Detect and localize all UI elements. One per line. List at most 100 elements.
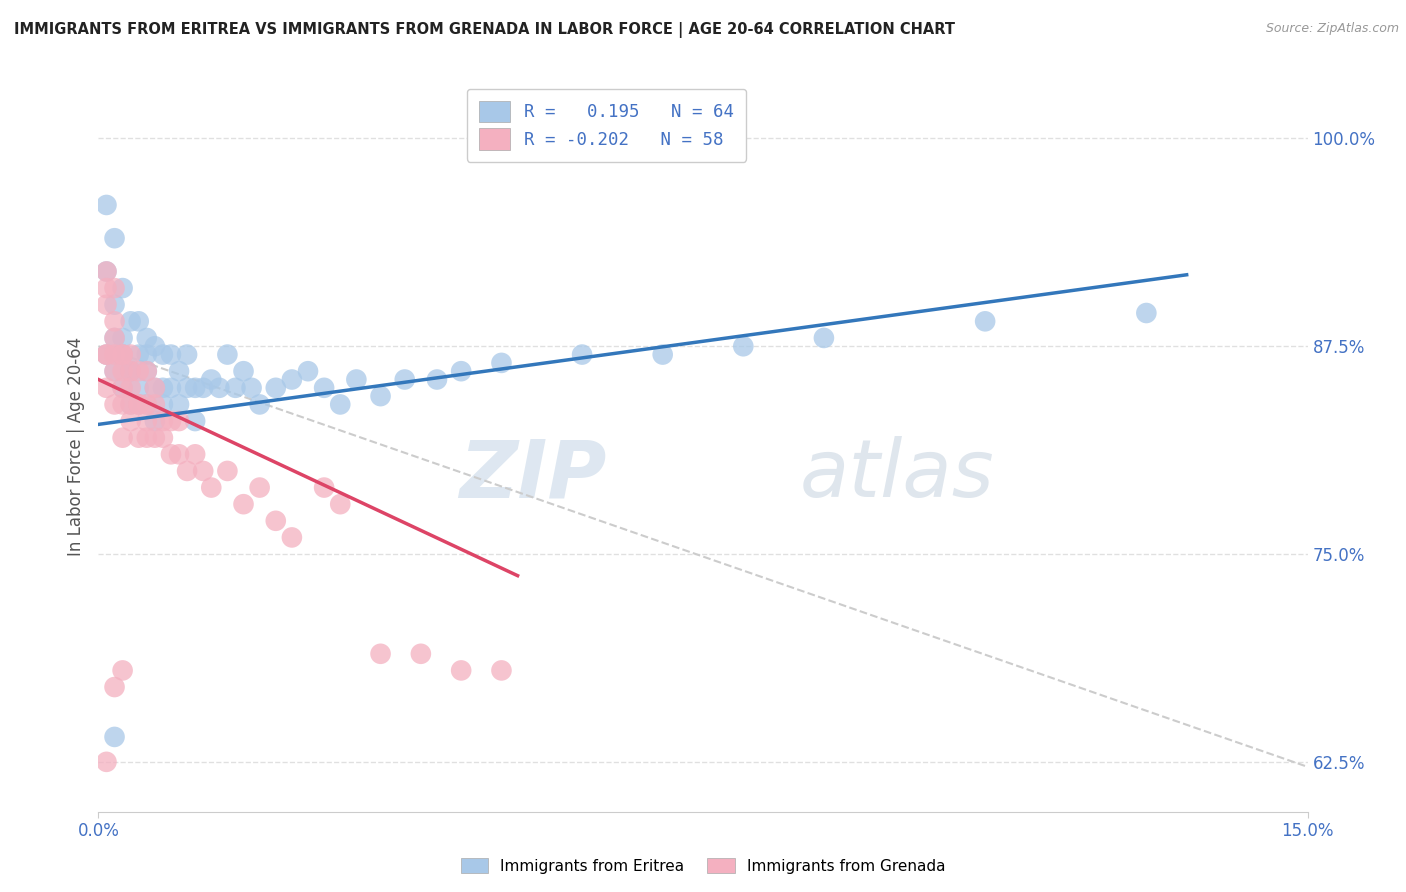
Point (409, 647, 432, 661)
Point (160, 414, 183, 428)
Point (974, 314, 997, 328)
Point (111, 664, 134, 678)
Point (152, 414, 174, 428)
Point (128, 397, 150, 411)
Point (176, 464, 198, 478)
Point (143, 339, 166, 353)
Point (217, 347, 239, 362)
Point (264, 514, 287, 528)
Point (111, 431, 134, 445)
Point (103, 397, 125, 411)
Point (120, 364, 142, 378)
Point (111, 364, 134, 378)
Point (450, 664, 472, 678)
Point (733, 339, 755, 353)
Point (394, 372, 416, 386)
Point (143, 397, 166, 411)
Point (96, 298, 118, 312)
Point (167, 447, 190, 461)
Point (111, 381, 134, 395)
Point (249, 481, 271, 495)
Point (135, 397, 157, 411)
Point (111, 397, 134, 411)
Point (370, 647, 392, 661)
Point (281, 372, 304, 386)
Point (200, 481, 222, 495)
Point (111, 381, 134, 395)
Point (120, 414, 142, 428)
Point (120, 381, 142, 395)
Text: ZIP: ZIP (458, 436, 606, 515)
Point (103, 281, 125, 295)
Point (96, 347, 118, 362)
Point (264, 381, 287, 395)
Point (103, 231, 125, 245)
Point (491, 356, 513, 370)
Point (111, 347, 134, 362)
Point (167, 364, 190, 378)
Point (160, 447, 183, 461)
Point (103, 298, 125, 312)
Point (120, 397, 142, 411)
Point (103, 364, 125, 378)
Point (491, 664, 513, 678)
Point (135, 431, 157, 445)
Legend: R =   0.195   N = 64, R = -0.202   N = 58: R = 0.195 N = 64, R = -0.202 N = 58 (467, 89, 747, 161)
Point (96, 264, 118, 278)
Point (103, 347, 125, 362)
Point (152, 431, 174, 445)
Text: atlas: atlas (800, 436, 994, 515)
Point (152, 381, 174, 395)
Point (135, 397, 157, 411)
Point (111, 347, 134, 362)
Point (135, 364, 157, 378)
Point (143, 381, 166, 395)
Point (249, 397, 271, 411)
Point (96, 264, 118, 278)
Point (135, 364, 157, 378)
Point (184, 381, 207, 395)
Point (571, 347, 593, 362)
Point (344, 372, 367, 386)
Point (281, 530, 304, 544)
Point (143, 431, 166, 445)
Point (208, 381, 231, 395)
Point (128, 397, 150, 411)
Point (135, 347, 157, 362)
Point (176, 381, 198, 395)
Point (143, 414, 166, 428)
Point (111, 347, 134, 362)
Point (193, 464, 215, 478)
Point (111, 281, 134, 295)
Point (96, 755, 118, 769)
Point (128, 347, 150, 362)
Point (314, 381, 336, 395)
Text: IMMIGRANTS FROM ERITREA VS IMMIGRANTS FROM GRENADA IN LABOR FORCE | AGE 20-64 CO: IMMIGRANTS FROM ERITREA VS IMMIGRANTS FR… (14, 22, 955, 38)
Point (224, 381, 246, 395)
Point (96, 198, 118, 212)
Point (450, 364, 472, 378)
Point (128, 364, 150, 378)
Point (152, 397, 174, 411)
Point (135, 414, 157, 428)
Point (103, 331, 125, 345)
Point (167, 397, 190, 411)
Point (96, 347, 118, 362)
Point (184, 414, 207, 428)
Point (184, 447, 207, 461)
Point (167, 414, 190, 428)
Point (96, 381, 118, 395)
Point (314, 481, 336, 495)
Point (103, 364, 125, 378)
Point (111, 331, 134, 345)
Point (103, 680, 125, 694)
Point (128, 397, 150, 411)
Point (103, 730, 125, 744)
Point (103, 314, 125, 328)
Point (426, 372, 449, 386)
Point (152, 347, 174, 362)
Point (143, 381, 166, 395)
Point (370, 389, 392, 403)
Point (297, 364, 319, 378)
Point (96, 347, 118, 362)
